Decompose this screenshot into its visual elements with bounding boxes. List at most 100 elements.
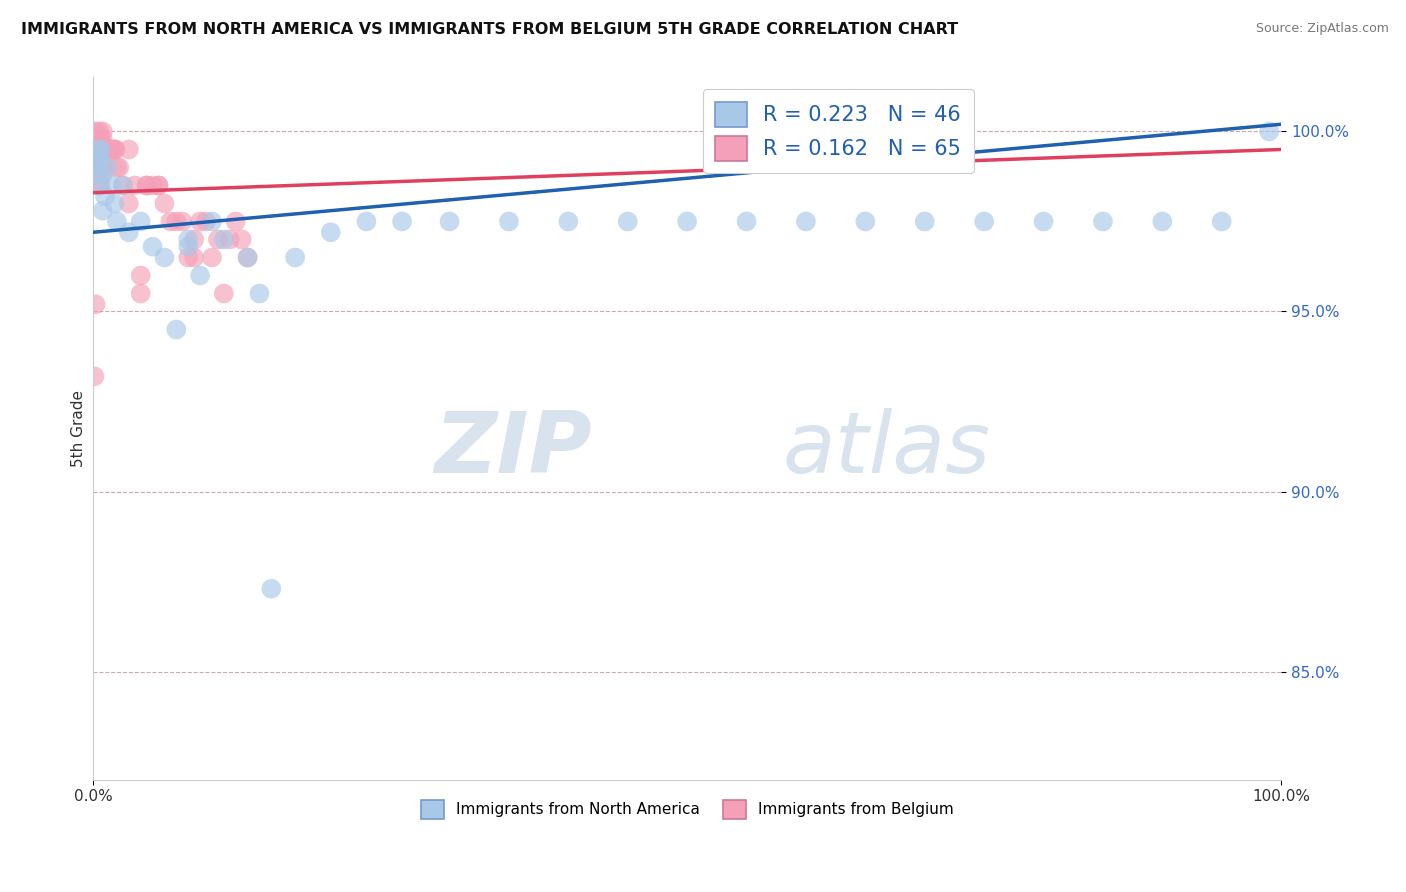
Point (89, 161, 111, 175)
Text: ZIP: ZIP (434, 408, 592, 491)
Point (90, 143, 112, 157)
Point (129, 214, 152, 228)
Point (86, 131, 108, 145)
Point (201, 214, 224, 228)
Point (94, 143, 117, 157)
Point (135, 178, 157, 193)
Point (87, 150, 110, 164)
Point (914, 214, 936, 228)
Point (103, 143, 125, 157)
Point (83, 369, 105, 384)
Point (172, 214, 194, 228)
Point (129, 268, 152, 283)
Point (177, 240, 200, 254)
Point (104, 143, 127, 157)
Point (105, 214, 128, 228)
Point (89, 143, 111, 157)
Point (153, 251, 176, 265)
Point (89, 153, 111, 168)
Point (101, 143, 124, 157)
Point (108, 161, 131, 175)
Point (84, 124, 107, 138)
Point (100, 143, 122, 157)
Point (249, 286, 271, 301)
Point (148, 178, 170, 193)
Point (97, 143, 120, 157)
Point (212, 232, 235, 246)
Point (90, 161, 112, 175)
Point (498, 214, 520, 228)
Point (93, 143, 115, 157)
Point (1091, 214, 1114, 228)
Point (96, 161, 118, 175)
Point (260, 582, 283, 596)
Point (100, 178, 122, 193)
Point (87, 161, 110, 175)
Point (90, 143, 112, 157)
Point (231, 232, 253, 246)
Point (91, 168, 114, 182)
Point (129, 286, 152, 301)
Point (98, 143, 121, 157)
Point (90, 168, 112, 182)
Point (89, 178, 111, 193)
Point (1258, 124, 1281, 138)
Point (91, 203, 114, 218)
Point (284, 251, 307, 265)
Point (86, 161, 108, 175)
Point (118, 196, 141, 211)
Point (236, 251, 259, 265)
Point (84, 297, 107, 311)
Point (177, 251, 200, 265)
Point (165, 322, 187, 336)
Point (188, 214, 211, 228)
Point (96, 143, 118, 157)
Point (91, 131, 114, 145)
Point (87, 143, 110, 157)
Point (105, 161, 128, 175)
Point (135, 178, 157, 193)
Point (89, 131, 111, 145)
Point (236, 251, 259, 265)
Point (153, 196, 176, 211)
Point (118, 143, 141, 157)
Point (111, 178, 134, 193)
Point (118, 225, 141, 239)
Point (89, 124, 111, 138)
Point (195, 214, 218, 228)
Point (177, 232, 200, 246)
Point (1152, 214, 1174, 228)
Point (616, 214, 638, 228)
Point (89, 178, 111, 193)
Point (735, 214, 758, 228)
Point (439, 214, 461, 228)
Point (148, 178, 170, 193)
Point (103, 143, 125, 157)
Point (83, 143, 105, 157)
Point (89, 178, 111, 193)
Point (91, 124, 114, 138)
Point (89, 143, 111, 157)
Point (201, 251, 224, 265)
Point (93, 153, 115, 168)
Text: Source: ZipAtlas.com: Source: ZipAtlas.com (1256, 22, 1389, 36)
Point (218, 232, 240, 246)
Point (165, 214, 187, 228)
Point (973, 214, 995, 228)
Point (794, 214, 817, 228)
Point (94, 189, 117, 203)
Point (207, 232, 229, 246)
Point (676, 214, 699, 228)
Text: atlas: atlas (782, 408, 990, 491)
Point (159, 214, 181, 228)
Point (853, 214, 876, 228)
Point (103, 196, 125, 211)
Text: IMMIGRANTS FROM NORTH AMERICA VS IMMIGRANTS FROM BELGIUM 5TH GRADE CORRELATION C: IMMIGRANTS FROM NORTH AMERICA VS IMMIGRA… (21, 22, 959, 37)
Point (142, 240, 165, 254)
Point (89, 153, 111, 168)
Point (1211, 214, 1233, 228)
Point (319, 225, 342, 239)
Point (391, 214, 413, 228)
Point (93, 161, 115, 175)
Point (557, 214, 579, 228)
